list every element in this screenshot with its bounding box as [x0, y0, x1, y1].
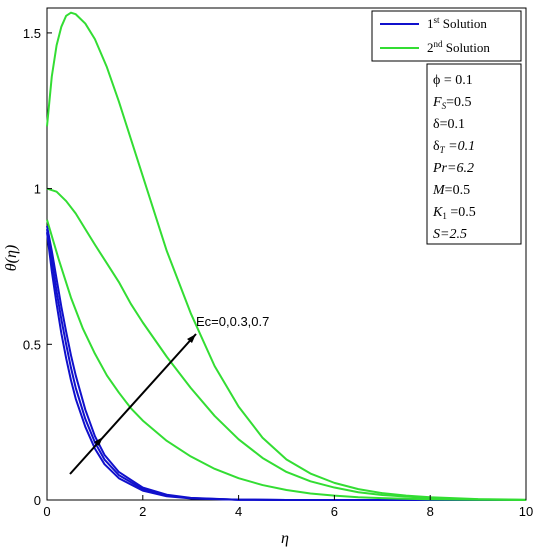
x-tick-label: 10 — [519, 504, 533, 519]
series-line-4 — [46, 219, 527, 501]
series-layer — [46, 11, 527, 501]
parameter-box: ϕ = 0.1 FS=0.5 δ=0.1 δT =0.1 Pr=6.2 M=0.… — [426, 63, 522, 245]
ec-arrowhead-mid — [94, 437, 103, 446]
x-tick-label: 4 — [235, 504, 242, 519]
param-delta: δ=0.1 — [433, 117, 465, 132]
param-fs: FS=0.5 — [432, 95, 471, 111]
legend-label-1: 1st Solution — [427, 15, 487, 31]
ec-arrow — [69, 333, 197, 475]
param-phi: ϕ = 0.1 — [433, 73, 473, 88]
legend-box — [371, 10, 522, 62]
x-tick-label: 6 — [331, 504, 338, 519]
series-line-3 — [46, 225, 526, 501]
legend: 1st Solution 2nd Solution — [371, 10, 522, 62]
series-line-6 — [46, 11, 527, 501]
y-tick-label: 1.5 — [23, 26, 41, 41]
y-tick-label: 1 — [34, 182, 41, 197]
y-tick-label: 0 — [34, 493, 41, 508]
y-tick-label: 0.5 — [23, 337, 41, 352]
param-pr: Pr=6.2 — [432, 161, 474, 176]
param-m: M=0.5 — [432, 183, 470, 198]
y-axis-title: θ(η) — [3, 245, 20, 271]
param-s: S=2.5 — [433, 227, 467, 242]
x-tick-label: 0 — [43, 504, 50, 519]
ec-annotation-label: Ec=0,0.3,0.7 — [196, 314, 269, 329]
ec-arrowhead-tip — [187, 334, 196, 343]
ec-annotation: Ec=0,0.3,0.7 — [69, 314, 269, 475]
x-axis-title: η — [281, 530, 289, 547]
series-line-5 — [46, 187, 527, 501]
parameter-box-frame — [426, 63, 522, 245]
x-tick-label: 2 — [139, 504, 146, 519]
x-tick-label: 8 — [427, 504, 434, 519]
param-k1: K1 =0.5 — [432, 205, 476, 221]
legend-label-2: 2nd Solution — [427, 39, 490, 55]
param-delta-t: δT =0.1 — [433, 139, 475, 155]
ticks-layer: 0 2 4 6 8 10 0 0.5 1 1.5 — [23, 26, 533, 519]
